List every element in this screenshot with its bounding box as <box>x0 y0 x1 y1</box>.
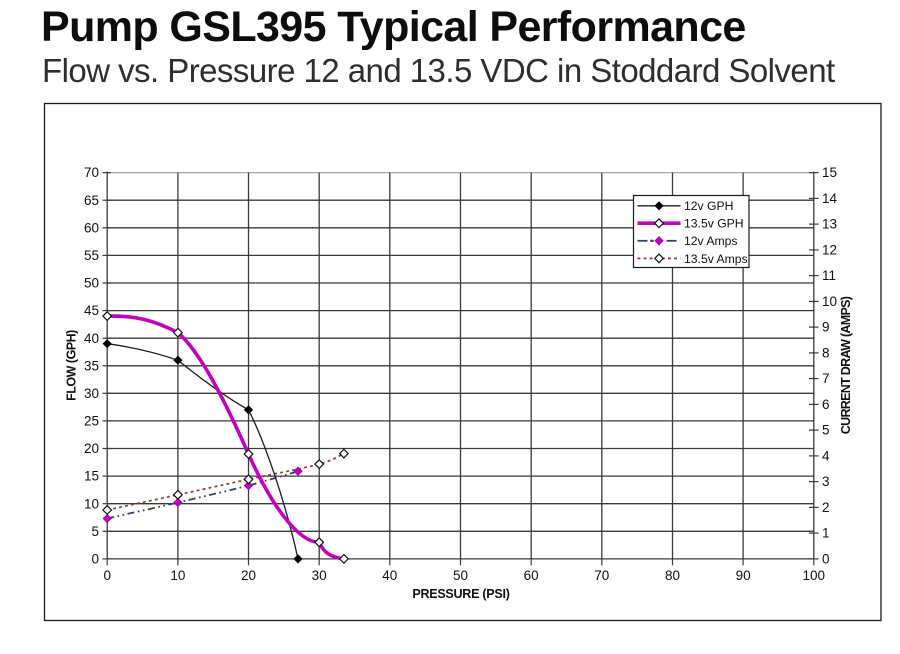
svg-text:50: 50 <box>84 276 99 291</box>
svg-text:30: 30 <box>312 568 327 583</box>
svg-text:100: 100 <box>803 568 826 583</box>
svg-text:7: 7 <box>822 371 830 386</box>
svg-text:0: 0 <box>103 568 111 583</box>
svg-text:20: 20 <box>241 568 256 583</box>
svg-text:70: 70 <box>594 568 609 583</box>
svg-text:45: 45 <box>84 303 99 318</box>
svg-text:13: 13 <box>822 217 837 232</box>
svg-text:50: 50 <box>453 568 468 583</box>
svg-text:65: 65 <box>84 193 99 208</box>
svg-text:9: 9 <box>822 320 830 335</box>
svg-text:11: 11 <box>822 268 836 283</box>
svg-text:3: 3 <box>822 474 830 489</box>
svg-text:PRESSURE (PSI): PRESSURE (PSI) <box>412 587 509 601</box>
svg-text:15: 15 <box>822 165 837 180</box>
svg-text:10: 10 <box>822 294 837 309</box>
svg-text:90: 90 <box>736 568 751 583</box>
svg-text:CURRENT DRAW (AMPS): CURRENT DRAW (AMPS) <box>839 296 853 434</box>
svg-text:FLOW (GPH): FLOW (GPH) <box>65 330 79 401</box>
svg-text:25: 25 <box>84 414 99 429</box>
svg-text:2: 2 <box>822 500 830 515</box>
svg-text:10: 10 <box>170 568 185 583</box>
svg-text:1: 1 <box>822 526 830 541</box>
svg-text:40: 40 <box>382 568 397 583</box>
svg-text:40: 40 <box>84 331 99 346</box>
svg-text:80: 80 <box>665 568 680 583</box>
svg-text:70: 70 <box>84 165 99 180</box>
svg-text:15: 15 <box>84 469 99 484</box>
svg-text:55: 55 <box>84 248 99 263</box>
svg-text:5: 5 <box>822 423 830 438</box>
svg-text:60: 60 <box>84 220 99 235</box>
svg-text:60: 60 <box>524 568 539 583</box>
svg-text:12: 12 <box>822 243 837 258</box>
svg-text:30: 30 <box>84 386 99 401</box>
svg-text:6: 6 <box>822 397 830 412</box>
svg-text:8: 8 <box>822 346 830 361</box>
svg-text:10: 10 <box>84 496 99 511</box>
svg-text:35: 35 <box>84 358 99 373</box>
svg-text:5: 5 <box>91 524 99 539</box>
svg-text:13.5v GPH: 13.5v GPH <box>684 217 744 231</box>
svg-text:12v Amps: 12v Amps <box>684 234 738 248</box>
svg-text:0: 0 <box>91 552 99 567</box>
svg-text:12v GPH: 12v GPH <box>684 199 733 213</box>
svg-text:20: 20 <box>84 441 99 456</box>
svg-text:13.5v Amps: 13.5v Amps <box>684 252 748 266</box>
svg-text:14: 14 <box>822 191 838 206</box>
svg-text:4: 4 <box>822 449 830 464</box>
svg-text:0: 0 <box>822 552 830 567</box>
